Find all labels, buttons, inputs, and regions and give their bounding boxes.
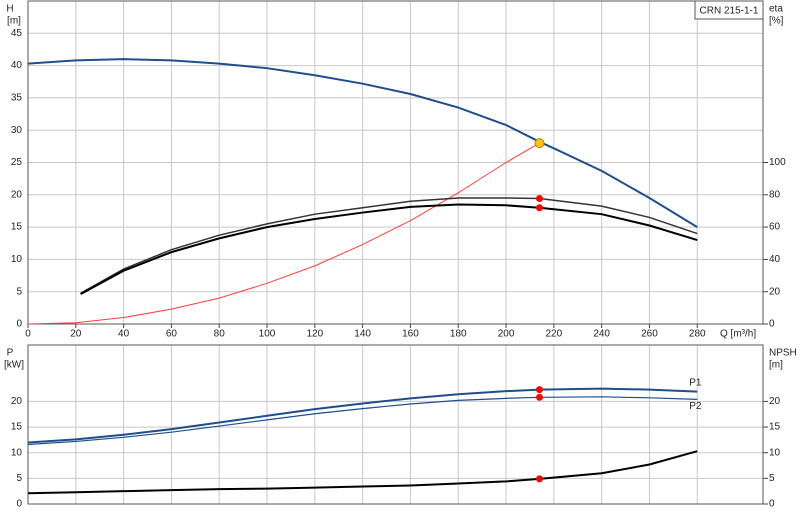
y2-tick-label: 0 bbox=[769, 319, 775, 330]
x-tick-label: 100 bbox=[259, 329, 276, 340]
y-tick-label: 20 bbox=[11, 396, 23, 407]
y-axis-label: H bbox=[6, 4, 13, 15]
y-tick-label: 30 bbox=[11, 125, 23, 136]
y2-tick-label: 10 bbox=[769, 447, 781, 458]
y-tick-label: 35 bbox=[11, 93, 23, 104]
y2-tick-label: 0 bbox=[769, 499, 775, 510]
x-tick-label: 0 bbox=[25, 329, 31, 340]
data-line bbox=[27, 396, 698, 446]
x-axis-label: Q [m³/h] bbox=[720, 329, 756, 340]
y2-tick-label: 20 bbox=[769, 286, 781, 297]
y-tick-label: 25 bbox=[11, 157, 23, 168]
x-tick-label: 20 bbox=[70, 329, 82, 340]
plot-frame bbox=[27, 344, 764, 505]
duty-point bbox=[536, 195, 544, 203]
x-tick-label: 60 bbox=[166, 329, 178, 340]
y2-tick-label: 80 bbox=[769, 189, 781, 200]
series-label: P1 bbox=[689, 377, 702, 388]
data-line bbox=[27, 142, 540, 325]
y2-tick-label: 60 bbox=[769, 222, 781, 233]
x-tick-label: 220 bbox=[546, 329, 563, 340]
y-tick-label: 15 bbox=[11, 422, 23, 433]
x-tick-label: 40 bbox=[118, 329, 130, 340]
y-axis-label: P bbox=[7, 348, 14, 359]
x-tick-label: 260 bbox=[641, 329, 658, 340]
y-tick-label: 20 bbox=[11, 189, 23, 200]
y2-tick-label: 5 bbox=[769, 473, 775, 484]
y-tick-label: 15 bbox=[11, 222, 23, 233]
y2-tick-label: 15 bbox=[769, 422, 781, 433]
y2-axis-unit: [m] bbox=[769, 360, 783, 371]
y2-axis-label: eta bbox=[769, 4, 783, 15]
duty-point bbox=[534, 138, 545, 149]
data-line bbox=[27, 450, 698, 495]
duty-point bbox=[536, 393, 544, 401]
y2-tick-label: 40 bbox=[769, 254, 781, 265]
y2-axis-label: NPSH bbox=[769, 348, 797, 359]
data-line bbox=[27, 387, 698, 444]
x-tick-label: 160 bbox=[402, 329, 419, 340]
x-tick-label: 240 bbox=[593, 329, 610, 340]
y-tick-label: 0 bbox=[16, 499, 22, 510]
data-line bbox=[80, 197, 698, 294]
x-tick-label: 180 bbox=[450, 329, 467, 340]
y-tick-label: 10 bbox=[11, 447, 23, 458]
y-tick-label: 40 bbox=[11, 60, 23, 71]
duty-point bbox=[536, 204, 544, 212]
x-tick-label: 200 bbox=[498, 329, 515, 340]
chart-title: CRN 215-1-1 bbox=[700, 6, 759, 17]
y-tick-label: 5 bbox=[16, 286, 22, 297]
y-axis-unit: [kW] bbox=[4, 360, 24, 371]
series-label: P2 bbox=[689, 401, 702, 412]
x-tick-label: 280 bbox=[689, 329, 706, 340]
data-line bbox=[27, 58, 698, 228]
y2-tick-label: 100 bbox=[769, 157, 786, 168]
x-tick-label: 140 bbox=[354, 329, 371, 340]
x-tick-label: 120 bbox=[306, 329, 323, 340]
y2-tick-label: 20 bbox=[769, 396, 781, 407]
title-box bbox=[694, 0, 764, 20]
duty-point bbox=[536, 475, 544, 483]
data-line bbox=[80, 203, 698, 296]
y2-axis-unit: [%] bbox=[769, 16, 784, 27]
y-tick-label: 45 bbox=[11, 28, 23, 39]
y-tick-label: 0 bbox=[16, 319, 22, 330]
y-tick-label: 10 bbox=[11, 254, 23, 265]
y-tick-label: 5 bbox=[16, 473, 22, 484]
plot-frame bbox=[27, 0, 764, 325]
duty-point bbox=[536, 386, 544, 394]
x-tick-label: 80 bbox=[214, 329, 226, 340]
y-axis-unit: [m] bbox=[7, 16, 21, 27]
